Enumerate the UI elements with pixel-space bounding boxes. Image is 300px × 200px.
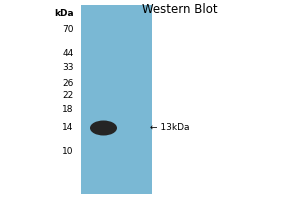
Text: Western Blot: Western Blot <box>142 3 218 16</box>
Text: 14: 14 <box>62 122 74 132</box>
Text: 18: 18 <box>62 104 74 114</box>
Text: kDa: kDa <box>54 8 74 18</box>
Text: 33: 33 <box>62 62 74 72</box>
Ellipse shape <box>90 120 117 136</box>
Bar <box>81 5 152 194</box>
Text: 26: 26 <box>62 78 74 88</box>
Text: ← 13kDa: ← 13kDa <box>150 122 190 132</box>
Text: 44: 44 <box>62 48 74 58</box>
Text: 10: 10 <box>62 146 74 156</box>
Text: 22: 22 <box>62 90 74 99</box>
Text: 70: 70 <box>62 24 74 33</box>
